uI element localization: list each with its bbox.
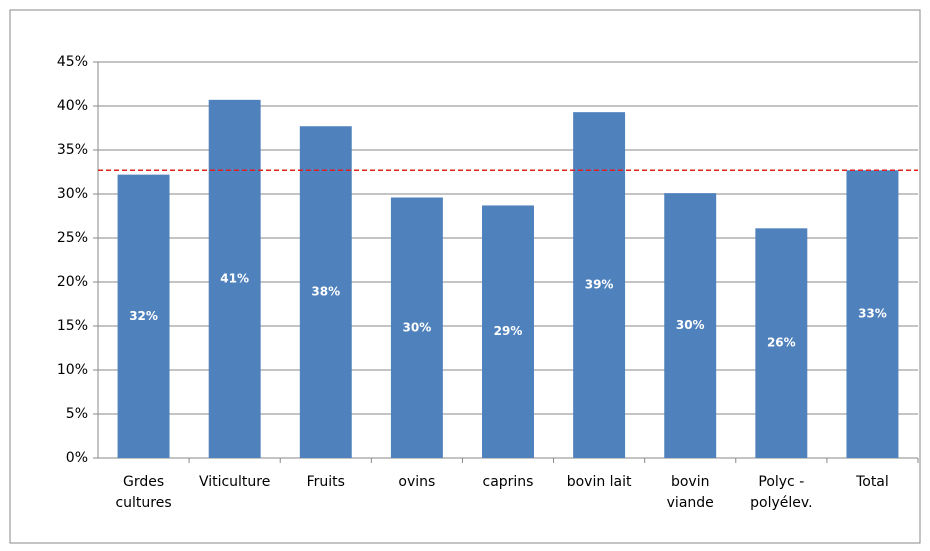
y-tick-label: 30% [57, 186, 88, 202]
bar [390, 197, 443, 458]
x-tick-label: Total [856, 474, 889, 490]
value-label: 26% [767, 336, 796, 350]
y-tick-label: 35% [57, 142, 88, 158]
bar [208, 99, 261, 458]
y-tick-label: 25% [57, 230, 88, 246]
y-tick-label: 40% [57, 98, 88, 114]
bar [846, 170, 899, 459]
y-tick-label: 10% [57, 362, 88, 378]
x-tick-label: Fruits [306, 474, 345, 490]
y-tick-label: 0% [66, 450, 88, 466]
x-tick-label: caprins [482, 474, 534, 490]
value-label: 41% [220, 271, 249, 285]
bar [117, 174, 170, 458]
bar [664, 193, 717, 458]
x-tick-label: bovin viande [666, 474, 714, 511]
bar [482, 205, 534, 458]
value-label: 30% [676, 318, 705, 332]
y-tick-label: 5% [66, 406, 88, 422]
x-tick-label: ovins [398, 474, 436, 490]
y-tick-label: 20% [57, 274, 88, 290]
x-tick-label: bovin lait [566, 474, 632, 490]
x-tick-label: Polyc - polyélev. [750, 474, 813, 511]
value-label: 33% [858, 307, 887, 321]
x-tick-label: Viticulture [198, 474, 271, 490]
value-label: 39% [585, 278, 614, 292]
value-label: 29% [494, 324, 523, 338]
value-label: 30% [403, 320, 432, 334]
y-tick-label: 15% [57, 318, 88, 334]
bar [299, 126, 352, 459]
value-label: 32% [129, 309, 158, 323]
bar [755, 228, 808, 458]
x-tick-label: Grdes cultures [115, 474, 172, 511]
value-label: 38% [311, 285, 340, 299]
y-tick-label: 45% [57, 54, 88, 70]
